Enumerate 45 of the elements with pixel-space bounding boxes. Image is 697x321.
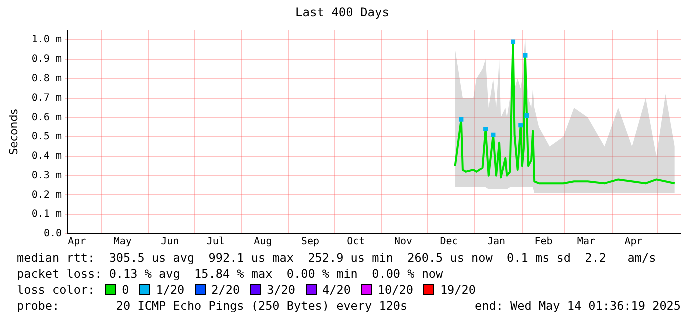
legend-label: 2/20 xyxy=(212,283,240,297)
y-tick-label: 0.5 m xyxy=(32,132,62,143)
y-tick-label: 0.2 m xyxy=(32,190,62,201)
text: packet loss: 0.13 % avg 15.84 % max 0.00 % min 0.00 % now xyxy=(17,267,444,281)
y-tick-label: 0.7 m xyxy=(32,92,62,104)
x-tick-label: Mar xyxy=(577,236,596,248)
x-tick-label: May xyxy=(114,236,132,248)
y-tick-label: 0.6 m xyxy=(32,112,62,124)
y-axis-title: Seconds xyxy=(7,108,20,156)
text: median rtt: 305.5 us avg 992.1 us max 252.9 us min 260.5 us now 0.1 ms sd 2.2 am/s xyxy=(17,251,656,265)
y-tick-label: 0.4 m xyxy=(32,151,62,162)
legend-label: 19/20 xyxy=(440,283,476,297)
legend-label: 3/20 xyxy=(267,283,296,297)
y-tick-label: 0.3 m xyxy=(32,170,62,182)
point xyxy=(523,53,528,58)
text: probe: 20 ICMP Echo Pings (250 Bytes) every 120s xyxy=(17,299,408,313)
x-tick-label: Apr xyxy=(624,236,643,248)
chart-title: Last 400 Days xyxy=(296,5,390,20)
x-tick-label: Sep xyxy=(301,236,320,248)
point xyxy=(524,113,530,118)
point xyxy=(459,117,464,122)
x-tick-label: Jan xyxy=(487,236,506,248)
point xyxy=(518,123,524,128)
point xyxy=(484,127,488,132)
y-tick-label: 0.8 m xyxy=(32,73,62,84)
y-tick-label: 0.0 xyxy=(44,228,62,240)
legend-title: loss color: xyxy=(17,283,96,297)
x-tick-label: Aug xyxy=(254,236,272,248)
y-tick-label: 1.0 m xyxy=(32,34,62,46)
legend-label: 1/20 xyxy=(156,283,185,297)
x-tick-label: Feb xyxy=(534,236,553,248)
point xyxy=(491,132,496,138)
legend-label: 10/20 xyxy=(378,283,414,297)
x-tick-label: Dec xyxy=(440,236,458,248)
x-tick-label: Jun xyxy=(161,236,180,248)
text: end: Wed May 14 01:36:19 2025 xyxy=(475,299,681,313)
x-tick-label: Apr xyxy=(68,236,86,248)
legend-label: 0 xyxy=(122,283,130,297)
y-tick-label: 0.9 m xyxy=(32,54,62,66)
point xyxy=(510,40,516,44)
x-tick-label: Oct xyxy=(347,236,366,248)
legend-label: 4/20 xyxy=(322,283,351,297)
x-tick-label: Jul xyxy=(206,236,225,248)
x-tick-label: Nov xyxy=(394,236,413,248)
y-tick-label: 0.1 m xyxy=(32,209,62,220)
